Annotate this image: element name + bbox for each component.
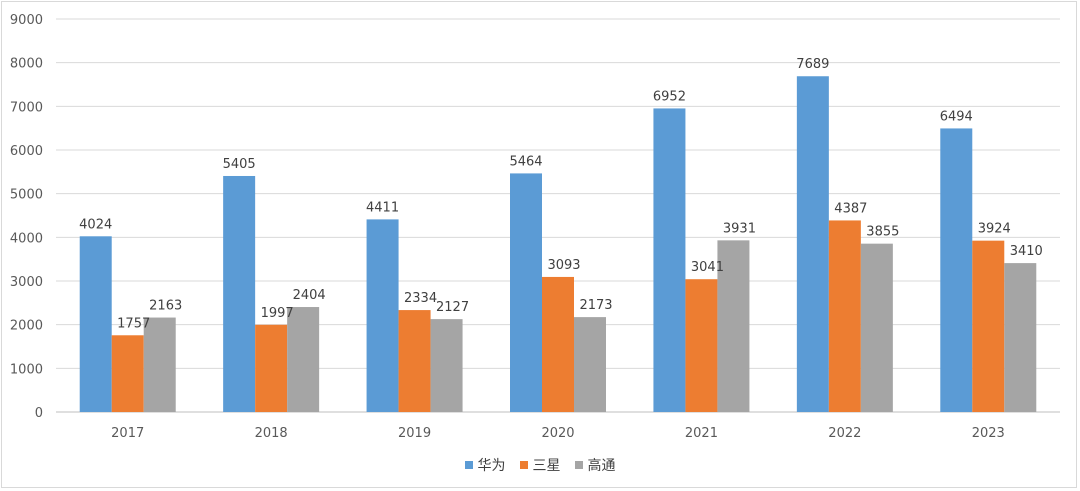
bar bbox=[223, 175, 256, 412]
bar bbox=[828, 220, 861, 412]
x-tick-label: 2021 bbox=[685, 426, 718, 441]
y-tick-label: 1000 bbox=[10, 362, 43, 377]
x-tick-label: 2023 bbox=[972, 426, 1005, 441]
bar bbox=[685, 279, 718, 412]
legend-swatch bbox=[464, 461, 473, 469]
y-tick-label: 4000 bbox=[10, 231, 43, 246]
bar bbox=[111, 335, 144, 412]
data-label: 6494 bbox=[940, 109, 973, 124]
bar bbox=[1004, 263, 1037, 412]
bar bbox=[143, 317, 176, 412]
data-label: 1757 bbox=[117, 316, 150, 331]
data-label: 2163 bbox=[149, 299, 182, 314]
bar bbox=[940, 128, 973, 413]
y-tick-label: 9000 bbox=[10, 13, 43, 28]
y-tick-label: 7000 bbox=[10, 100, 43, 115]
bars bbox=[79, 76, 1037, 413]
legend-label: 华为 bbox=[477, 458, 506, 474]
bar bbox=[796, 76, 829, 412]
data-label: 6952 bbox=[653, 89, 686, 104]
bar bbox=[255, 324, 288, 412]
legend-item: 三星 bbox=[519, 455, 561, 475]
data-label: 5405 bbox=[223, 157, 256, 172]
bar bbox=[510, 173, 542, 412]
bar bbox=[287, 307, 320, 412]
data-label: 7689 bbox=[796, 57, 829, 72]
y-axis: 0 1000 2000 3000 4000 5000 6000 7000 8000 9000 bbox=[10, 13, 43, 421]
x-tick-label: 2017 bbox=[111, 426, 144, 441]
y-tick-label: 3000 bbox=[10, 275, 43, 290]
data-label: 2334 bbox=[404, 291, 437, 306]
data-label: 5464 bbox=[509, 154, 542, 169]
y-tick-label: 2000 bbox=[10, 319, 43, 334]
bar bbox=[430, 319, 463, 412]
y-tick-label: 0 bbox=[35, 406, 43, 421]
data-label: 2127 bbox=[436, 300, 469, 315]
bar bbox=[79, 236, 112, 412]
legend-swatch bbox=[574, 461, 583, 469]
data-label: 3855 bbox=[866, 225, 899, 240]
data-label: 3093 bbox=[547, 258, 580, 273]
x-tick-label: 2018 bbox=[255, 426, 288, 441]
data-label: 3041 bbox=[691, 260, 724, 275]
legend-swatch bbox=[519, 461, 528, 469]
x-axis: 2017 2018 2019 2020 2021 2022 2023 bbox=[111, 426, 1005, 441]
bar bbox=[398, 310, 431, 412]
legend-label: 高通 bbox=[587, 458, 616, 474]
bar bbox=[717, 240, 750, 412]
bar bbox=[542, 276, 574, 412]
x-tick-label: 2020 bbox=[541, 426, 574, 441]
bar bbox=[574, 317, 606, 412]
y-tick-label: 6000 bbox=[10, 144, 43, 159]
legend-item: 高通 bbox=[574, 455, 616, 475]
x-tick-label: 2019 bbox=[398, 426, 431, 441]
bar bbox=[972, 240, 1005, 412]
bar bbox=[860, 243, 893, 412]
data-label: 3410 bbox=[1010, 244, 1043, 259]
data-label: 2404 bbox=[293, 288, 326, 303]
bar bbox=[653, 108, 686, 413]
bar bbox=[366, 219, 399, 412]
data-label: 4387 bbox=[834, 201, 867, 216]
data-label: 4024 bbox=[79, 217, 112, 232]
legend: 华为 三星 高通 bbox=[0, 455, 1080, 475]
y-tick-label: 5000 bbox=[10, 188, 43, 203]
legend-label: 三星 bbox=[532, 458, 561, 474]
legend-item: 华为 bbox=[464, 455, 506, 475]
x-tick-label: 2022 bbox=[828, 426, 861, 441]
y-tick-label: 8000 bbox=[10, 57, 43, 72]
data-label: 3924 bbox=[978, 222, 1011, 237]
data-label: 3931 bbox=[723, 221, 756, 236]
data-label: 4411 bbox=[366, 200, 399, 215]
data-label: 2173 bbox=[579, 298, 612, 313]
data-label: 1997 bbox=[261, 306, 294, 321]
